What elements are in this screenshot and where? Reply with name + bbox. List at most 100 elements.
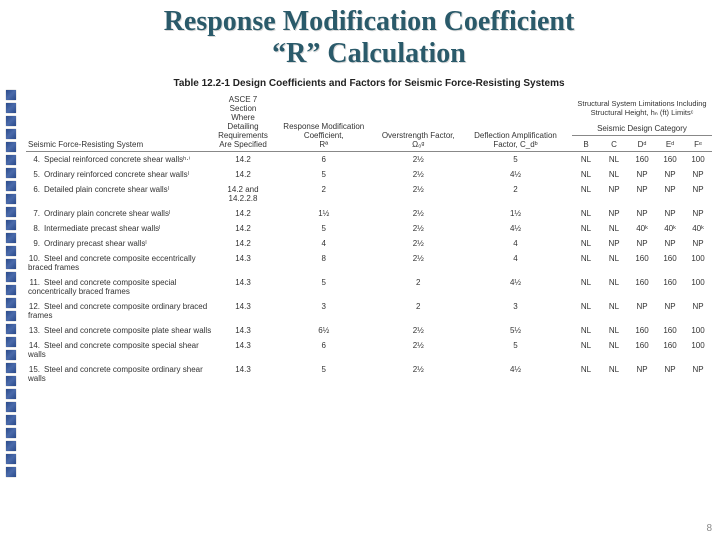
row-cell: NP bbox=[628, 182, 656, 206]
row-system-name: 6.Detailed plain concrete shear wallsˡ bbox=[26, 182, 216, 206]
row-cell: NL bbox=[600, 323, 628, 338]
row-cell: 2½ bbox=[378, 206, 459, 221]
row-cell: NP bbox=[656, 182, 684, 206]
row-cell: 4½ bbox=[459, 221, 572, 236]
slide-title: Response Modification Coefficient “R” Ca… bbox=[26, 0, 712, 72]
row-cell: NP bbox=[628, 362, 656, 386]
row-cell: 2½ bbox=[378, 152, 459, 168]
row-cell: NP bbox=[684, 182, 712, 206]
row-cell: NP bbox=[684, 206, 712, 221]
row-system-name: 9.Ordinary precast shear wallsˡ bbox=[26, 236, 216, 251]
square-icon bbox=[6, 181, 16, 191]
col-header-omega: Overstrength Factor, Ω₀ᵍ bbox=[378, 93, 459, 152]
square-icon bbox=[6, 324, 16, 334]
table-row: 6.Detailed plain concrete shear wallsˡ14… bbox=[26, 182, 712, 206]
square-icon bbox=[6, 194, 16, 204]
col-header-c: C bbox=[600, 135, 628, 152]
row-cell: NL bbox=[572, 236, 600, 251]
row-cell: NP bbox=[628, 206, 656, 221]
col-header-e: Eᵈ bbox=[656, 135, 684, 152]
col-header-b: B bbox=[572, 135, 600, 152]
row-cell: 100 bbox=[684, 323, 712, 338]
square-icon bbox=[6, 129, 16, 139]
row-cell: 100 bbox=[684, 251, 712, 275]
row-cell: 4½ bbox=[459, 275, 572, 299]
table-body: 4.Special reinforced concrete shear wall… bbox=[26, 152, 712, 387]
row-cell: NP bbox=[600, 236, 628, 251]
col-header-cd: Deflection Amplification Factor, C_dᵇ bbox=[459, 93, 572, 152]
row-cell: 14.2 bbox=[216, 152, 270, 168]
row-cell: 2½ bbox=[378, 221, 459, 236]
row-cell: 160 bbox=[628, 323, 656, 338]
row-cell: 4 bbox=[459, 251, 572, 275]
row-cell: 2½ bbox=[378, 236, 459, 251]
square-icon bbox=[6, 467, 16, 477]
row-cell: 160 bbox=[656, 251, 684, 275]
row-cell: NP bbox=[600, 182, 628, 206]
table-row: 5.Ordinary reinforced concrete shear wal… bbox=[26, 167, 712, 182]
row-cell: 40ᵏ bbox=[628, 221, 656, 236]
row-cell: NL bbox=[600, 152, 628, 168]
row-system-name: 15.Steel and concrete composite ordinary… bbox=[26, 362, 216, 386]
row-cell: 5½ bbox=[459, 323, 572, 338]
row-cell: 1½ bbox=[270, 206, 378, 221]
decorative-squares bbox=[6, 90, 20, 477]
square-icon bbox=[6, 168, 16, 178]
row-cell: 160 bbox=[628, 152, 656, 168]
title-line-1: Response Modification Coefficient bbox=[164, 6, 575, 37]
row-cell: 5 bbox=[270, 221, 378, 236]
row-cell: 14.2 bbox=[216, 221, 270, 236]
col-header-d: Dᵈ bbox=[628, 135, 656, 152]
row-cell: NP bbox=[628, 236, 656, 251]
table-row: 11.Steel and concrete composite special … bbox=[26, 275, 712, 299]
table-row: 7.Ordinary plain concrete shear wallsˡ14… bbox=[26, 206, 712, 221]
row-cell: NL bbox=[572, 206, 600, 221]
square-icon bbox=[6, 272, 16, 282]
row-cell: 2½ bbox=[378, 338, 459, 362]
row-cell: 160 bbox=[656, 323, 684, 338]
row-cell: 5 bbox=[459, 338, 572, 362]
square-icon bbox=[6, 402, 16, 412]
row-cell: 6 bbox=[270, 338, 378, 362]
row-cell: NL bbox=[572, 221, 600, 236]
col-header-sdc: Seismic Design Category bbox=[572, 119, 712, 135]
row-cell: 2½ bbox=[378, 251, 459, 275]
col-header-f: Fᵉ bbox=[684, 135, 712, 152]
row-cell: 3 bbox=[270, 299, 378, 323]
row-cell: NL bbox=[600, 362, 628, 386]
row-cell: 160 bbox=[628, 338, 656, 362]
row-cell: 1½ bbox=[459, 206, 572, 221]
row-cell: NP bbox=[656, 362, 684, 386]
table-row: 9.Ordinary precast shear wallsˡ14.242½4N… bbox=[26, 236, 712, 251]
square-icon bbox=[6, 90, 16, 100]
row-cell: 6½ bbox=[270, 323, 378, 338]
square-icon bbox=[6, 103, 16, 113]
row-cell: NP bbox=[684, 167, 712, 182]
square-icon bbox=[6, 311, 16, 321]
row-cell: NL bbox=[600, 299, 628, 323]
row-cell: NL bbox=[572, 182, 600, 206]
row-cell: 160 bbox=[628, 251, 656, 275]
table-caption: Table 12.2-1 Design Coefficients and Fac… bbox=[26, 78, 712, 89]
row-cell: 2 bbox=[459, 182, 572, 206]
row-cell: 4 bbox=[270, 236, 378, 251]
row-cell: NP bbox=[684, 236, 712, 251]
table-row: 8.Intermediate precast shear wallsˡ14.25… bbox=[26, 221, 712, 236]
row-cell: 6 bbox=[270, 152, 378, 168]
row-cell: NL bbox=[572, 338, 600, 362]
row-cell: 14.2 bbox=[216, 206, 270, 221]
square-icon bbox=[6, 142, 16, 152]
design-coefficients-table: Seismic Force-Resisting System ASCE 7 Se… bbox=[26, 93, 712, 386]
table-row: 4.Special reinforced concrete shear wall… bbox=[26, 152, 712, 168]
row-cell: 40ᵏ bbox=[684, 221, 712, 236]
row-system-name: 11.Steel and concrete composite special … bbox=[26, 275, 216, 299]
row-cell: 2½ bbox=[378, 182, 459, 206]
row-cell: 14.3 bbox=[216, 362, 270, 386]
square-icon bbox=[6, 233, 16, 243]
row-cell: NL bbox=[572, 152, 600, 168]
col-header-limits: Structural System Limitations Including … bbox=[572, 93, 712, 119]
row-cell: 5 bbox=[270, 362, 378, 386]
square-icon bbox=[6, 363, 16, 373]
square-icon bbox=[6, 389, 16, 399]
row-cell: 160 bbox=[656, 338, 684, 362]
